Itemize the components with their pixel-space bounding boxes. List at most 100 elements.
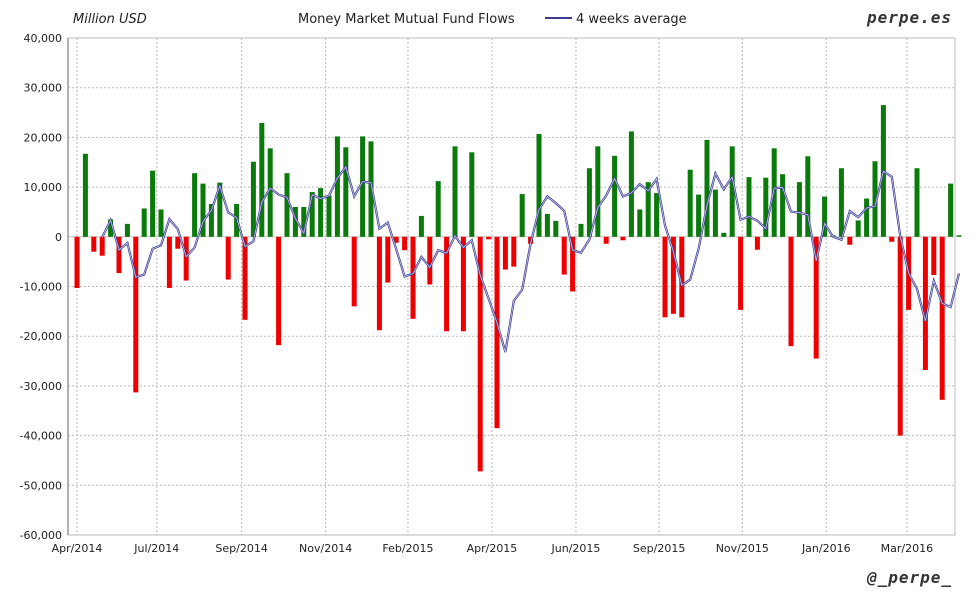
outflow-bar (444, 236, 450, 332)
inflow-bar (208, 203, 214, 237)
outflow-bar (494, 236, 500, 429)
y-tick-label: -20,000 (20, 330, 62, 343)
outflow-bar (74, 236, 80, 288)
outflow-bar (166, 236, 172, 288)
outflow-bar (922, 236, 928, 370)
inflow-bar (914, 168, 920, 237)
inflow-bar (544, 213, 550, 237)
inflow-bar (729, 146, 735, 237)
inflow-bar (553, 220, 559, 237)
outflow-bar (738, 236, 744, 310)
inflow-bar (654, 193, 660, 237)
x-tick-label: Jul/2014 (133, 542, 179, 555)
inflow-bar (418, 215, 424, 237)
x-tick-label: Sep/2015 (633, 542, 685, 555)
outflow-bar (460, 236, 466, 332)
outflow-bar (242, 236, 248, 320)
inflow-bar (612, 155, 618, 237)
brand-watermark: perpe.es (866, 8, 952, 27)
inflow-bar (326, 195, 332, 237)
author-handle: @_perpe_ (866, 568, 952, 587)
legend-label: 4 weeks average (576, 12, 687, 27)
inflow-bar (780, 174, 786, 237)
y-tick-label: 30,000 (24, 82, 63, 95)
outflow-bar (376, 236, 382, 331)
outflow-bar (670, 236, 676, 314)
inflow-bar (318, 188, 324, 237)
inflow-bar (956, 235, 962, 237)
inflow-bar (469, 152, 475, 237)
outflow-bar (133, 236, 139, 393)
x-tick-label: Apr/2015 (467, 542, 518, 555)
inflow-bar (595, 146, 601, 237)
outflow-bar (225, 236, 231, 280)
inflow-bar (763, 177, 769, 237)
x-tick-label: Feb/2015 (382, 542, 433, 555)
inflow-bar (150, 170, 156, 237)
outflow-bar (402, 236, 408, 251)
outflow-bar (620, 236, 626, 241)
outflow-bar (788, 236, 794, 347)
inflow-bar (108, 219, 114, 237)
x-tick-label: Apr/2014 (52, 542, 103, 555)
inflow-bar (360, 136, 366, 237)
inflow-bar (586, 168, 592, 237)
outflow-bar (427, 236, 433, 285)
outflow-bar (931, 236, 937, 276)
x-tick-label: Mar/2016 (881, 542, 933, 555)
inflow-bar (267, 148, 273, 237)
inflow-bar (855, 220, 861, 237)
inflow-bar (301, 206, 307, 237)
y-tick-label: -50,000 (20, 479, 62, 492)
outflow-bar (385, 236, 391, 283)
outflow-bar (91, 236, 97, 252)
outflow-bar (662, 236, 668, 318)
y-tick-label: -10,000 (20, 281, 62, 294)
outflow-bar (351, 236, 357, 307)
outflow-bar (410, 236, 416, 319)
inflow-bar (217, 182, 223, 237)
four-week-average-line-highlight (101, 165, 960, 353)
inflow-bar (519, 194, 525, 237)
inflow-bar (200, 183, 206, 237)
y-tick-label: -60,000 (20, 529, 62, 542)
y-tick-label: 20,000 (24, 131, 63, 144)
y-tick-label: -40,000 (20, 430, 62, 443)
inflow-bar (578, 223, 584, 237)
inflow-bar (334, 136, 340, 237)
axes: 40,000 30,000 20,000 10,000 0 -10,000 -20,000 -… (20, 32, 934, 555)
outflow-bar (276, 236, 282, 346)
inflow-bar (704, 139, 710, 237)
inflow-bar (158, 209, 164, 237)
x-tick-label: Sep/2014 (215, 542, 267, 555)
inflow-bar (192, 173, 198, 237)
inflow-bar (637, 209, 643, 237)
y-tick-label: 40,000 (24, 32, 63, 45)
inflow-bar (259, 122, 265, 237)
chart-title: Money Market Mutual Fund Flows (298, 12, 515, 27)
inflow-bar (536, 133, 542, 237)
outflow-bar (754, 236, 760, 250)
y-tick-label: 10,000 (24, 181, 63, 194)
x-tick-label: Jan/2016 (801, 542, 851, 555)
outflow-bar (175, 236, 181, 249)
inflow-bar (124, 223, 130, 237)
outflow-bar (511, 236, 517, 267)
inflow-bar (796, 182, 802, 237)
x-tick-label: Nov/2015 (716, 542, 769, 555)
outflow-bar (889, 236, 895, 242)
outflow-bar (679, 236, 685, 318)
y-unit-label: Million USD (73, 12, 147, 27)
inflow-bar (721, 232, 727, 237)
inflow-bar (452, 146, 458, 237)
inflow-bar (435, 181, 441, 237)
inflow-bar (822, 196, 828, 237)
inflow-bar (284, 173, 290, 237)
average-line (101, 164, 961, 353)
inflow-bar (250, 161, 256, 237)
outflow-bar (477, 236, 483, 472)
outflow-bar (813, 236, 819, 359)
inflow-bar (628, 131, 634, 237)
inflow-bar (838, 168, 844, 237)
